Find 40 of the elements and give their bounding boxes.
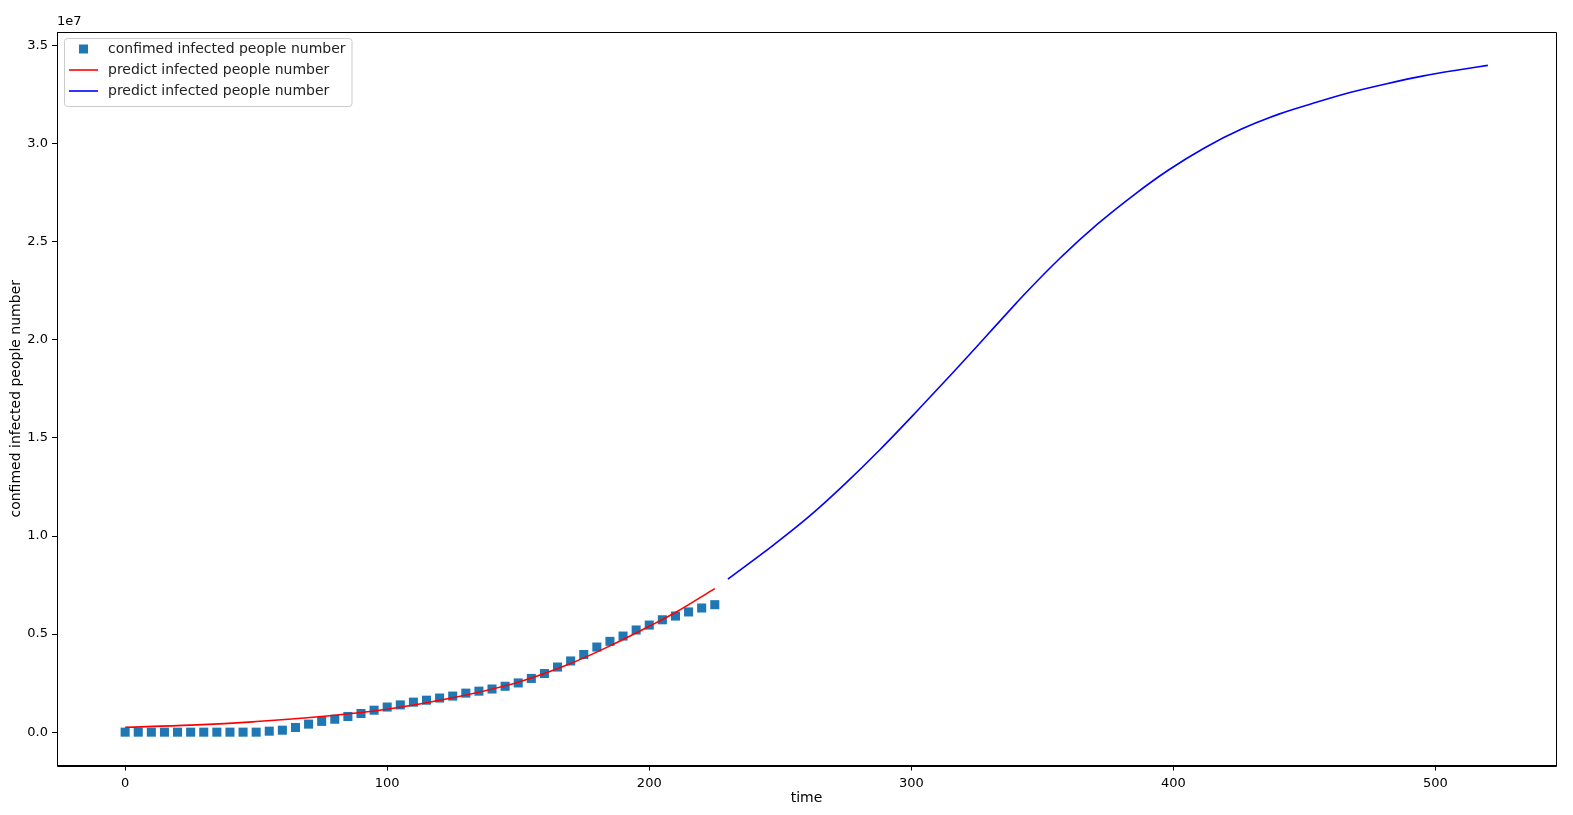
x-tick-label: 0 [121,774,130,790]
point [146,727,156,737]
point [684,607,694,617]
point [199,727,209,737]
point [264,726,274,736]
point [186,727,196,737]
point [304,719,314,729]
point [225,727,235,737]
legend-label: predict infected people number [108,81,330,98]
point [133,727,143,737]
point [710,600,720,610]
x-tick-label: 300 [898,774,924,790]
y-tick-label: 2.0 [27,331,48,347]
y-tick-label: 1.0 [27,527,48,543]
point [173,727,183,737]
x-tick-label: 200 [636,774,662,790]
point [317,716,327,726]
point [238,727,248,737]
point [159,727,169,737]
point [212,727,222,737]
y-tick-label: 3.5 [27,37,48,53]
y-tick-label: 0.0 [27,723,48,739]
point [290,722,300,732]
point [120,727,130,737]
point [277,725,287,735]
line-series [727,64,1489,580]
x-tick-label: 500 [1423,774,1448,790]
x-tick-label: 100 [374,774,400,790]
legend-label: predict infected people number [108,60,330,77]
y-tick-label: 3.0 [27,135,48,151]
x-tick-label: 400 [1160,774,1186,790]
y-tick-label: 0.5 [27,625,48,641]
y-tick-label: 2.5 [27,233,48,249]
text: 1e7 [57,12,82,28]
y-axis-title: confimed infected people number [7,279,24,518]
legend-label: confimed infected people number [108,39,346,56]
point [697,603,707,613]
y-tick-label: 1.5 [27,429,48,445]
x-axis-title: time [790,789,823,806]
point [251,727,261,737]
